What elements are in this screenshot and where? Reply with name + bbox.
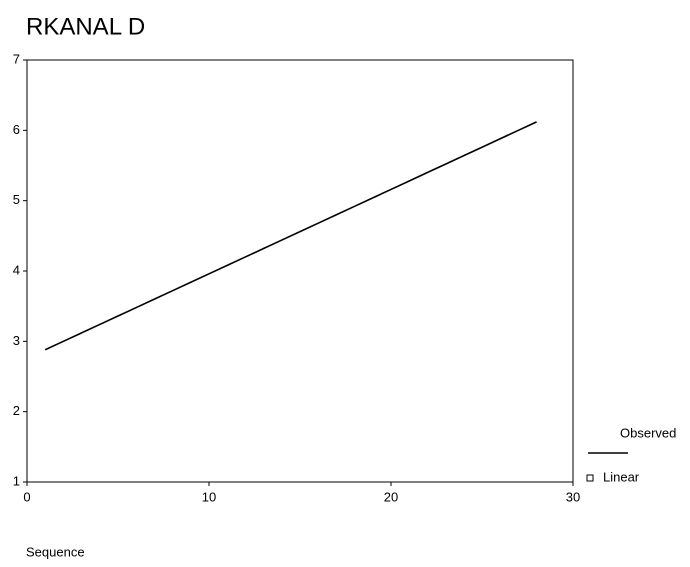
x-tick-label: 10: [202, 489, 216, 504]
legend-label: Observed: [620, 425, 676, 440]
plot-frame: [26, 59, 574, 483]
legend-square-symbol: [586, 474, 594, 482]
data-line: [44, 121, 537, 351]
y-tick-label: 4: [13, 262, 20, 277]
y-tick-label: 1: [13, 473, 20, 488]
legend-label: Linear: [603, 469, 640, 484]
y-tick-label: 2: [13, 403, 20, 418]
x-tick-label: 0: [23, 489, 30, 504]
x-axis-label: Sequence: [26, 544, 85, 559]
y-tick-label: 7: [13, 51, 20, 66]
chart-title: RKANAL D: [26, 13, 145, 40]
y-tick-label: 3: [13, 333, 20, 348]
x-tick-label: 20: [384, 489, 398, 504]
x-tick-label: 30: [566, 489, 580, 504]
y-tick-label: 6: [13, 122, 20, 137]
y-tick-label: 5: [13, 192, 20, 207]
